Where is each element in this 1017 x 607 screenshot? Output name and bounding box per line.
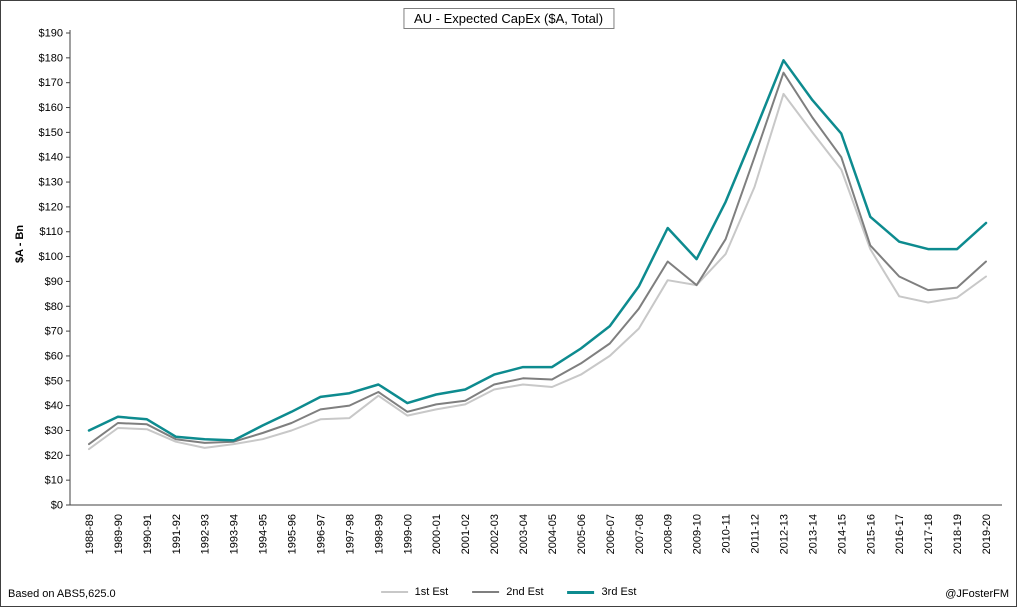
x-tick-label: 1994-95	[258, 514, 270, 554]
x-tick-label: 1988-89	[84, 514, 96, 554]
legend-label-2nd-est: 2nd Est	[506, 586, 544, 598]
x-tick-label: 2009-10	[692, 514, 704, 554]
x-tick-label: 1989-90	[113, 514, 125, 554]
x-tick-label: 2010-11	[721, 514, 733, 554]
x-tick-label: 2018-19	[952, 514, 964, 554]
legend-label-3rd-est: 3rd Est	[601, 586, 637, 598]
chart-title: AU - Expected CapEx ($A, Total)	[402, 8, 615, 29]
y-tick-label: $0	[51, 500, 63, 512]
y-tick-label: $80	[45, 301, 63, 313]
author-handle: @JFosterFM	[945, 588, 1009, 600]
y-tick-label: $160	[39, 102, 63, 114]
y-tick-label: $40	[45, 400, 63, 412]
x-tick-label: 2001-02	[460, 514, 472, 554]
chart-legend: 1st Est 2nd Est 3rd Est	[380, 586, 637, 598]
y-tick-label: $170	[39, 77, 63, 89]
x-tick-label: 1991-92	[171, 514, 183, 554]
legend-line-2nd-est-icon	[472, 591, 500, 593]
x-tick-label: 1996-97	[315, 514, 327, 554]
x-tick-label: 1990-91	[142, 514, 154, 554]
y-tick-label: $10	[45, 475, 63, 487]
x-tick-label: 1999-00	[402, 514, 414, 554]
legend-line-1st-est-icon	[380, 591, 408, 593]
y-tick-label: $70	[45, 326, 63, 338]
x-tick-label: 1992-93	[200, 514, 212, 554]
x-tick-label: 2003-04	[518, 514, 530, 554]
y-tick-label: $90	[45, 276, 63, 288]
y-axis-title: $A - Bn	[14, 224, 26, 263]
series-line-1st-est	[88, 92, 987, 451]
y-tick-label: $50	[45, 375, 63, 387]
x-tick-label: 2012-13	[778, 514, 790, 554]
y-tick-label: $140	[39, 152, 63, 164]
x-tick-label: 2004-05	[547, 514, 559, 554]
x-tick-label: 2006-07	[605, 514, 617, 554]
x-tick-label: 2011-12	[750, 514, 762, 554]
x-tick-label: 2002-03	[489, 514, 501, 554]
y-tick-label: $100	[39, 251, 63, 263]
x-tick-label: 2007-08	[634, 514, 646, 554]
x-tick-label: 2014-15	[836, 514, 848, 554]
x-tick-label: 1998-99	[373, 514, 385, 554]
series-line-2nd-est	[88, 71, 987, 446]
x-tick-label: 2013-14	[807, 514, 819, 554]
x-tick-label: 2019-20	[981, 514, 993, 554]
x-tick-label: 2016-17	[894, 514, 906, 554]
legend-label-1st-est: 1st Est	[414, 586, 449, 598]
x-tick-label: 2000-01	[431, 514, 443, 554]
y-tick-label: $30	[45, 425, 63, 437]
source-note: Based on ABS5,625.0	[8, 588, 116, 600]
series-line-3rd-est	[87, 59, 988, 442]
y-tick-label: $110	[39, 226, 63, 238]
y-tick-label: $20	[45, 450, 63, 462]
x-tick-label: 2015-16	[865, 514, 877, 554]
y-tick-label: $120	[39, 201, 63, 213]
x-tick-label: 1995-96	[287, 514, 299, 554]
x-tick-label: 2005-06	[576, 514, 588, 554]
legend-item-3rd-est: 3rd Est	[567, 586, 637, 598]
y-tick-label: $190	[39, 28, 63, 40]
x-tick-label: 1993-94	[229, 514, 241, 554]
y-tick-label: $60	[45, 350, 63, 362]
y-tick-label: $130	[39, 177, 63, 189]
x-tick-label: 2017-18	[923, 514, 935, 554]
legend-item-2nd-est: 2nd Est	[472, 586, 544, 598]
legend-item-1st-est: 1st Est	[380, 586, 449, 598]
legend-line-3rd-est-icon	[567, 590, 595, 594]
x-tick-label: 2008-09	[663, 514, 675, 554]
y-tick-label: $150	[39, 127, 63, 139]
x-tick-label: 1997-98	[344, 514, 356, 554]
y-tick-label: $180	[39, 52, 63, 64]
